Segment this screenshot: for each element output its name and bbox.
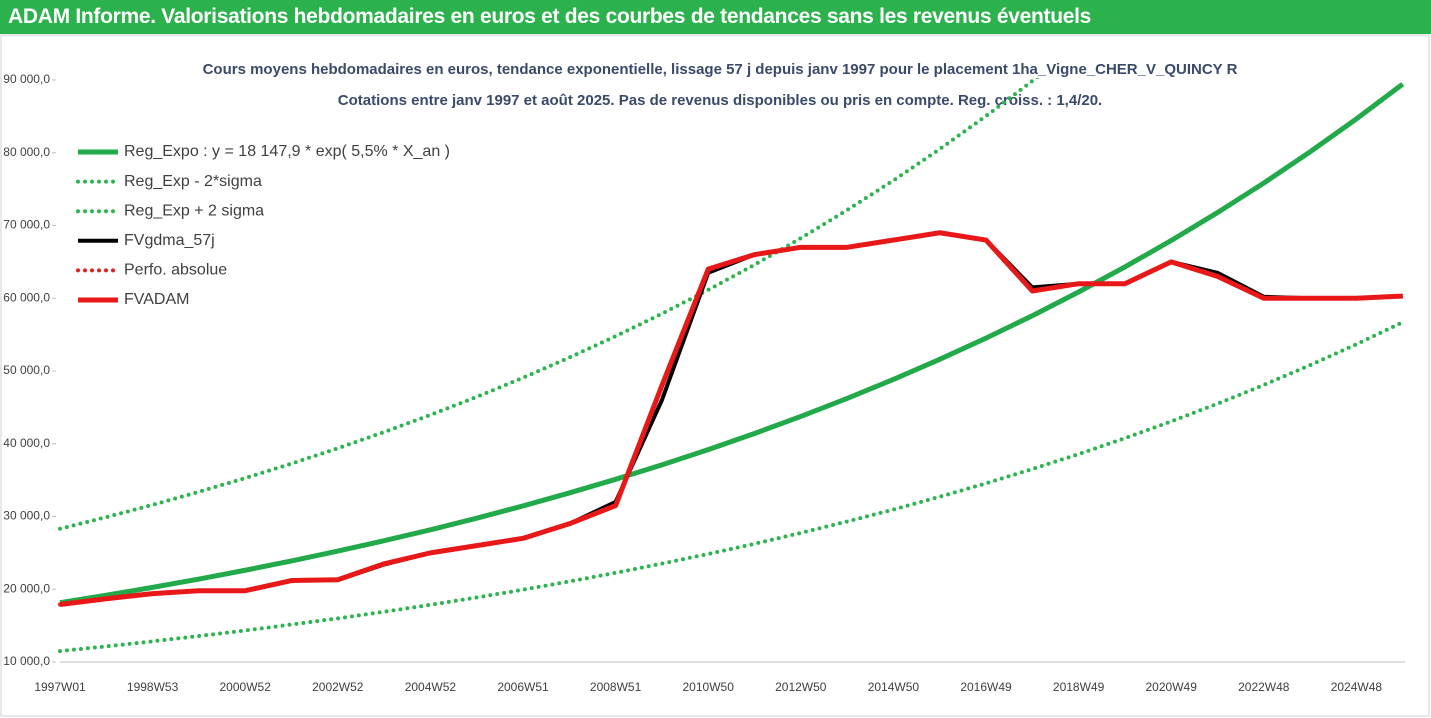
x-tick-label: 2016W49 bbox=[960, 680, 1012, 694]
x-tick-label: 2014W50 bbox=[868, 680, 920, 694]
y-tick-label: 70 000,0 bbox=[3, 218, 50, 232]
y-tick-label: 10 000,0 bbox=[3, 654, 50, 668]
grid-group: 10 000,0 20 000,0 30 000,0 40 000,0 50 000,0… bbox=[3, 72, 1405, 694]
legend: Reg_Expo : y = 18 147,9 * exp( 5,5% * X_… bbox=[76, 143, 450, 308]
legend-label: Reg_Exp - 2*sigma bbox=[124, 173, 262, 190]
series-line bbox=[59, 230, 1403, 608]
y-tick-label: 90 000,0 bbox=[3, 72, 50, 86]
y-tick-label: 50 000,0 bbox=[3, 363, 50, 377]
y-tick-label: 60 000,0 bbox=[3, 290, 50, 304]
y-tick-label: 40 000,0 bbox=[3, 436, 50, 450]
header-title: ADAM Informe. Valorisations hebdomadaire… bbox=[0, 0, 1431, 34]
legend-label: Reg_Expo : y = 18 147,9 * exp( 5,5% * X_… bbox=[124, 143, 450, 160]
x-tick-label: 1998W53 bbox=[127, 680, 179, 694]
x-tick-label: 2008W51 bbox=[590, 680, 642, 694]
x-tick-label: 2006W51 bbox=[497, 680, 549, 694]
y-tick-label: 20 000,0 bbox=[3, 581, 50, 595]
x-tick-label: 2002W52 bbox=[312, 680, 364, 694]
subtitle: Cotations entre janv 1997 et août 2025. … bbox=[338, 92, 1102, 109]
chart-frame bbox=[0, 34, 1430, 717]
x-tick-label: 2024W48 bbox=[1331, 680, 1383, 694]
subtitle: Cours moyens hebdomadaires en euros, ten… bbox=[203, 61, 1238, 78]
series-line bbox=[58, 78, 1040, 531]
legend-label: FVgdma_57j bbox=[124, 232, 215, 249]
x-tick-label: 2018W49 bbox=[1053, 680, 1105, 694]
legend-label: FVADAM bbox=[124, 291, 189, 308]
series-group bbox=[58, 78, 1405, 654]
x-tick-label: 2010W50 bbox=[683, 680, 735, 694]
legend-label: Reg_Exp + 2 sigma bbox=[124, 202, 264, 219]
y-tick-label: 80 000,0 bbox=[3, 145, 50, 159]
chart: Cours moyens hebdomadaires en euros, ten… bbox=[0, 34, 1430, 717]
x-tick-label: 1997W01 bbox=[34, 680, 86, 694]
legend-label: Perfo. absolue bbox=[124, 262, 227, 279]
y-tick-label: 30 000,0 bbox=[3, 509, 50, 523]
x-tick-label: 2020W49 bbox=[1146, 680, 1198, 694]
x-tick-label: 2004W52 bbox=[405, 680, 457, 694]
x-tick-label: 2000W52 bbox=[220, 680, 272, 694]
x-tick-label: 2022W48 bbox=[1238, 680, 1290, 694]
series-line bbox=[58, 320, 1405, 654]
series-line bbox=[59, 82, 1405, 606]
x-tick-label: 2012W50 bbox=[775, 680, 827, 694]
